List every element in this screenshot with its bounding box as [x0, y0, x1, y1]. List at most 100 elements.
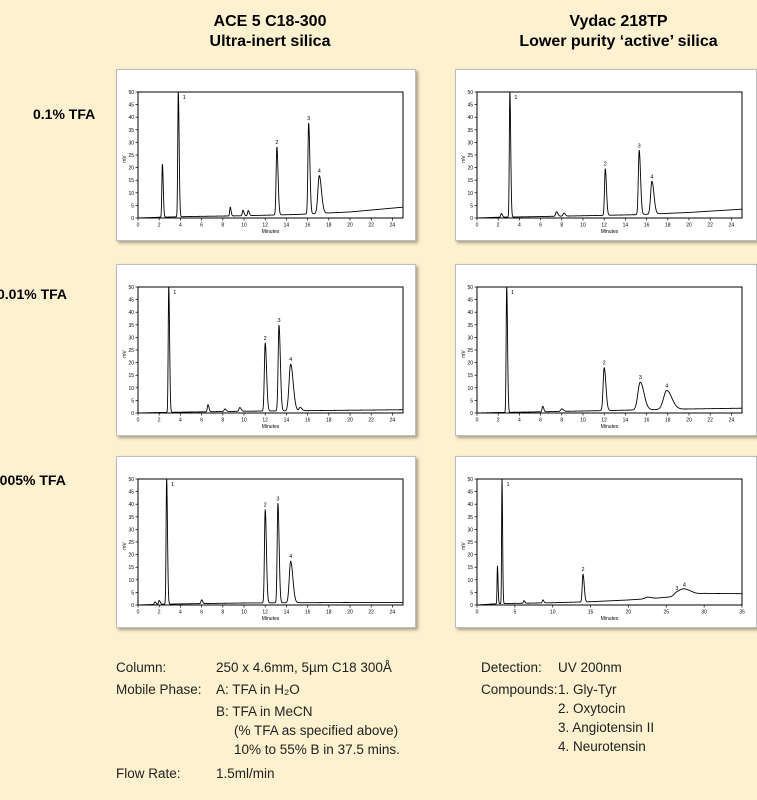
- y-tick-label: 15: [467, 373, 473, 379]
- y-tick-label: 40: [128, 115, 134, 121]
- y-axis-label: mV: [461, 155, 467, 163]
- x-tick-label: 0: [476, 418, 479, 424]
- peak-label: 4: [289, 357, 292, 363]
- y-tick-label: 20: [467, 553, 473, 559]
- peak-marker: [542, 599, 544, 601]
- y-tick-label: 50: [128, 285, 134, 291]
- chromatogram-svg: 0 5 10 15 20 25 30 35 40 45 50 0 5 10 15 20 25 30 35 Minute…: [461, 477, 745, 622]
- x-axis-label: Minutes: [262, 229, 280, 235]
- x-tick-label: 18: [665, 418, 671, 424]
- y-tick-label: 30: [128, 527, 134, 533]
- chromatogram-trace: [137, 478, 404, 606]
- x-tick-label: 4: [179, 610, 182, 616]
- peak-label: 2: [603, 361, 606, 367]
- peak-label: 3: [307, 116, 310, 122]
- y-tick-label: 20: [467, 361, 473, 367]
- peak-marker: [684, 589, 686, 591]
- y-axis-label: mV: [122, 350, 128, 358]
- y-tick-label: 10: [467, 191, 473, 197]
- y-tick-label: 0: [131, 216, 134, 222]
- peak-label: 3: [639, 375, 642, 381]
- x-tick-label: 30: [701, 610, 707, 616]
- condition-value-detection: UV 200nm: [558, 660, 622, 675]
- chromatogram-trace: [476, 286, 743, 414]
- x-tick-label: 22: [707, 223, 713, 229]
- peak-label: 1: [506, 482, 509, 488]
- peak-marker: [556, 211, 558, 213]
- x-tick-label: 20: [347, 610, 353, 616]
- x-tick-label: 10: [241, 610, 247, 616]
- y-tick-label: 0: [131, 603, 134, 609]
- x-tick-label: 24: [729, 223, 735, 229]
- condition-value-gradient: 10% to 55% B in 37.5 mins.: [234, 742, 400, 757]
- peak-marker: [207, 404, 209, 406]
- y-tick-label: 40: [128, 502, 134, 508]
- x-tick-label: 22: [707, 418, 713, 424]
- y-tick-label: 45: [128, 298, 134, 304]
- y-tick-label: 40: [467, 502, 473, 508]
- chromatogram-trace: [476, 91, 743, 219]
- y-axis-label: mV: [461, 542, 467, 550]
- x-tick-label: 16: [644, 418, 650, 424]
- y-tick-label: 10: [467, 386, 473, 392]
- compound-3: 3. Angiotensin II: [558, 720, 655, 735]
- y-tick-label: 45: [467, 103, 473, 109]
- y-tick-label: 40: [467, 310, 473, 316]
- peak-marker: [290, 560, 292, 562]
- y-tick-label: 25: [467, 540, 473, 546]
- column-title-line2: Lower purity ‘active’ silica: [519, 33, 718, 50]
- chromatogram-trace: [137, 287, 404, 414]
- y-tick-label: 15: [128, 565, 134, 571]
- y-tick-label: 30: [467, 527, 473, 533]
- y-tick-label: 20: [467, 166, 473, 172]
- y-tick-label: 25: [467, 348, 473, 354]
- peak-marker: [162, 163, 164, 165]
- peak-marker: [318, 175, 320, 177]
- y-tick-label: 0: [470, 411, 473, 417]
- peak-marker: [497, 565, 499, 567]
- column-title-line2: Ultra-inert silica: [209, 33, 331, 50]
- peak-marker: [561, 408, 563, 410]
- x-tick-label: 10: [241, 223, 247, 229]
- x-tick-label: 2: [497, 223, 500, 229]
- x-axis-label: Minutes: [262, 616, 280, 622]
- peak-marker: [509, 91, 511, 93]
- peak-marker: [501, 478, 503, 480]
- y-tick-label: 50: [467, 477, 473, 483]
- y-tick-label: 15: [467, 565, 473, 571]
- condition-value-mobile-a: A: TFA in H₂O: [216, 682, 300, 697]
- x-axis-label: Minutes: [601, 424, 619, 430]
- y-tick-label: 50: [467, 285, 473, 291]
- peak-label: 4: [318, 169, 321, 175]
- chromatogram-ace-0.1-tfa: 0 5 10 15 20 25 30 35 40 45 50 0 2 4 6 8 10 12 14 16 18 20 22 2…: [116, 69, 416, 241]
- y-tick-label: 35: [128, 323, 134, 329]
- y-tick-label: 10: [128, 191, 134, 197]
- y-tick-label: 10: [467, 578, 473, 584]
- x-tick-label: 8: [221, 610, 224, 616]
- peak-marker: [299, 407, 301, 409]
- condition-key-mobile-phase: Mobile Phase:: [116, 682, 202, 697]
- peak-marker: [676, 592, 678, 594]
- peak-marker: [523, 600, 525, 602]
- y-tick-label: 15: [467, 178, 473, 184]
- chromatogram-trace: [137, 91, 404, 219]
- x-tick-label: 2: [497, 418, 500, 424]
- condition-value-mobile-b: B: TFA in MeCN: [216, 704, 313, 719]
- y-tick-label: 0: [470, 216, 473, 222]
- peak-marker: [647, 596, 649, 598]
- y-tick-label: 45: [467, 298, 473, 304]
- x-tick-label: 20: [626, 610, 632, 616]
- x-tick-label: 18: [326, 610, 332, 616]
- chromatogram-ace-0.01-tfa: 0 5 10 15 20 25 30 35 40 45 50 0 2 4 6 8 10 12 14 16 18 20 22 2…: [116, 264, 416, 436]
- peak-marker: [166, 478, 168, 480]
- plot-frame: [137, 286, 404, 414]
- peak-label: 4: [665, 383, 668, 389]
- x-tick-label: 24: [729, 418, 735, 424]
- chromatogram-vydac-0.01-tfa: 0 5 10 15 20 25 30 35 40 45 50 0 2 4 6 8 10 12 14 16 18 20 22 2…: [455, 264, 757, 436]
- condition-key-flow-rate: Flow Rate:: [116, 766, 181, 781]
- x-tick-label: 2: [158, 418, 161, 424]
- x-tick-label: 8: [221, 418, 224, 424]
- x-axis-label: Minutes: [601, 616, 619, 622]
